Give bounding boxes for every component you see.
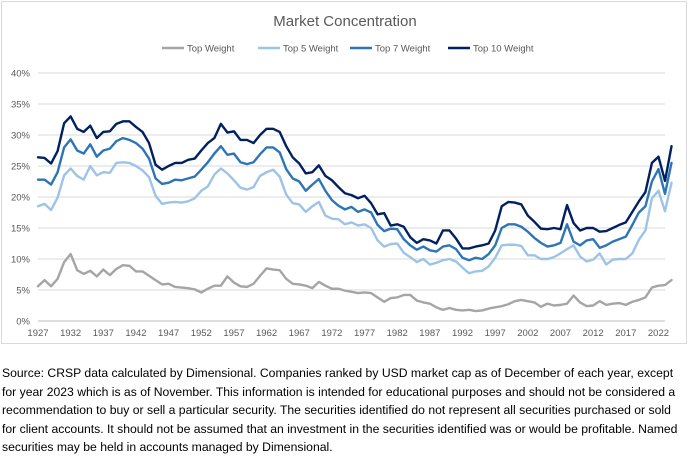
x-tick-label: 2022 bbox=[648, 328, 669, 339]
y-tick-label: 40% bbox=[11, 69, 31, 80]
y-tick-label: 35% bbox=[11, 100, 31, 111]
y-axis: 0% 5% 10% 15% 20% 25% 30% 35% 40% bbox=[11, 69, 31, 328]
series-line-top-10-weight bbox=[36, 115, 673, 250]
legend-label: Top 5 Weight bbox=[283, 44, 339, 55]
legend: Top Weight Top 5 Weight Top 7 Weight Top 10… bbox=[162, 44, 534, 55]
y-tick-label: 20% bbox=[11, 193, 31, 204]
y-tick-label: 5% bbox=[16, 286, 30, 297]
x-tick-label: 1952 bbox=[191, 328, 212, 339]
x-tick-label: 1947 bbox=[158, 328, 179, 339]
x-tick-label: 1972 bbox=[321, 328, 342, 339]
chart-frame: Market Concentration Top Weight Top 5 Wei… bbox=[1, 1, 687, 344]
x-tick-label: 2017 bbox=[615, 328, 636, 339]
x-tick-label: 2002 bbox=[517, 328, 538, 339]
series-line-top-weight bbox=[36, 252, 673, 313]
y-tick-label: 10% bbox=[11, 255, 31, 266]
gridlines bbox=[38, 72, 665, 322]
x-tick-label: 1962 bbox=[256, 328, 277, 339]
x-tick-label: 1957 bbox=[223, 328, 244, 339]
y-tick-label: 15% bbox=[11, 224, 31, 235]
x-tick-label: 1932 bbox=[60, 328, 81, 339]
x-tick-label: 1977 bbox=[354, 328, 375, 339]
series-line-top-5-weight bbox=[36, 161, 673, 275]
source-note: Source: CRSP data calculated by Dimensio… bbox=[2, 366, 678, 455]
series-line-top-7-weight bbox=[36, 136, 673, 262]
legend-label: Top Weight bbox=[187, 44, 235, 55]
x-tick-label: 1927 bbox=[27, 328, 48, 339]
legend-label: Top 7 Weight bbox=[375, 44, 431, 55]
x-tick-label: 1967 bbox=[289, 328, 310, 339]
y-tick-label: 30% bbox=[11, 131, 31, 142]
legend-label: Top 10 Weight bbox=[473, 44, 534, 55]
x-tick-label: 2007 bbox=[550, 328, 571, 339]
x-axis: 1927 1932 1937 1942 1947 1952 1957 1962 1967 1972… bbox=[27, 328, 669, 339]
y-tick-label: 0% bbox=[16, 317, 30, 328]
x-tick-label: 1942 bbox=[125, 328, 146, 339]
x-tick-label: 2012 bbox=[583, 328, 604, 339]
chart-title: Market Concentration bbox=[273, 13, 416, 30]
x-tick-label: 1982 bbox=[387, 328, 408, 339]
x-tick-label: 1937 bbox=[93, 328, 114, 339]
x-tick-label: 1992 bbox=[452, 328, 473, 339]
market-concentration-chart: Market Concentration Top Weight Top 5 Wei… bbox=[11, 13, 673, 339]
y-tick-label: 25% bbox=[11, 162, 31, 173]
series-lines bbox=[36, 115, 673, 313]
x-tick-label: 1987 bbox=[419, 328, 440, 339]
x-tick-label: 1997 bbox=[485, 328, 506, 339]
